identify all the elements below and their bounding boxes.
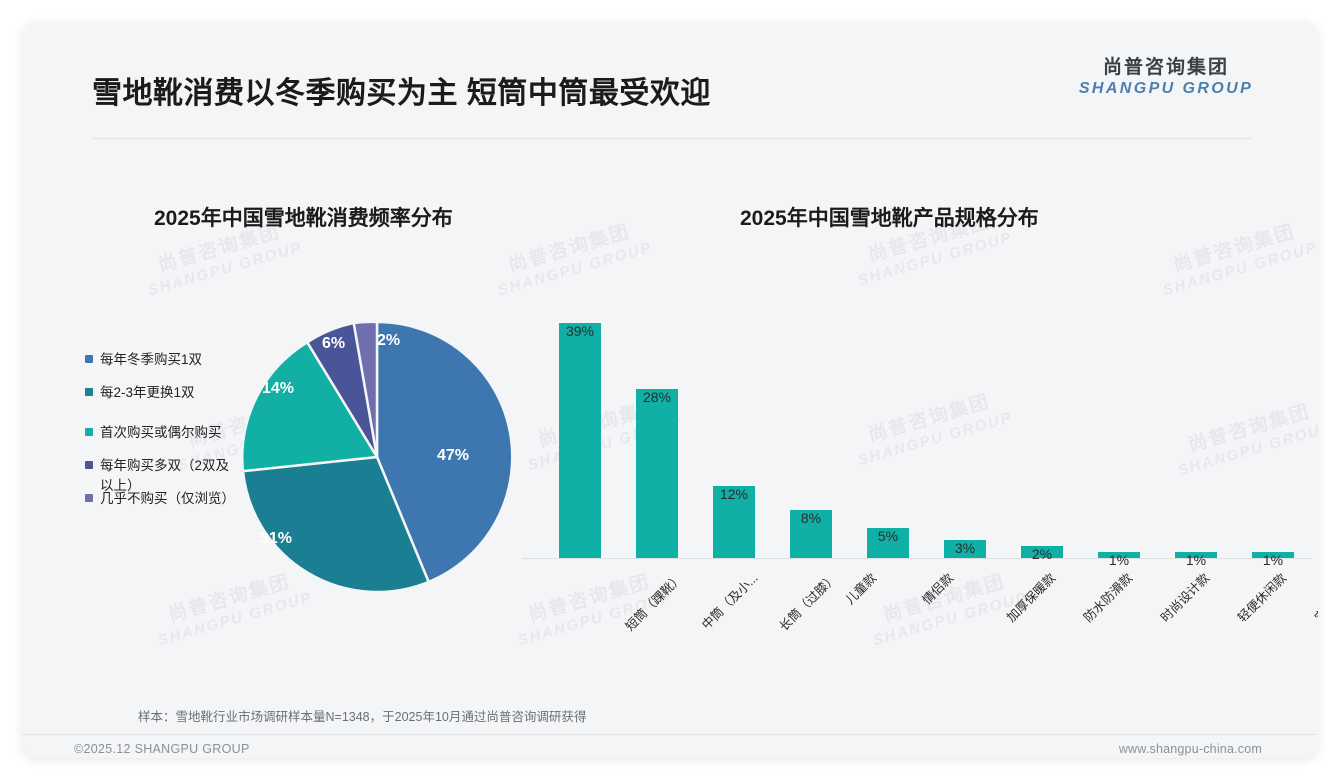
pie-value-label-5: 2%	[377, 332, 401, 349]
bar-column[interactable]: 39%	[542, 323, 618, 558]
legend-item-1[interactable]: 每年冬季购买1双	[85, 350, 240, 370]
bar-rect[interactable]	[1175, 552, 1217, 558]
bar-category-label: 情侣款	[919, 570, 957, 608]
legend-label: 首次购买或偶尔购买	[100, 425, 222, 440]
legend-item-4[interactable]: 每年购买多双（2双及以上）	[85, 456, 240, 495]
brand-logo-cn: 尚普咨询集团	[1102, 57, 1229, 78]
bar-value-label: 28%	[642, 389, 672, 405]
bar-value-label: 39%	[565, 323, 595, 339]
legend-item-5[interactable]: 几乎不购买（仅浏览）	[85, 489, 240, 509]
bar-chart-axis	[522, 558, 1312, 559]
bar-column[interactable]: 1%	[1235, 552, 1311, 568]
bar-column[interactable]: 1%	[1081, 552, 1157, 568]
pie-slice-5[interactable]	[352, 320, 379, 458]
bar-column[interactable]: 28%	[619, 389, 695, 558]
bar-category-label: 定制特殊款	[1312, 570, 1318, 625]
bar-category-label: 中筒（及小...	[699, 570, 761, 633]
pie-chart: 47% 31% 14% 6% 2% 每年冬季购买1双 每2-3年更换1双 首次购…	[77, 302, 527, 612]
bar-rect[interactable]	[1252, 552, 1294, 558]
bar-rect[interactable]	[867, 528, 909, 558]
pie-value-label-2: 31%	[260, 530, 293, 547]
legend-swatch-icon	[85, 355, 93, 363]
bar-category-label: 儿童款	[842, 570, 880, 608]
bar-column[interactable]: 3%	[927, 540, 1003, 558]
bar-category-label: 时尚设计款	[1158, 570, 1213, 625]
header-divider	[92, 138, 1252, 139]
bar-column[interactable]: 12%	[696, 486, 772, 558]
bar-rect[interactable]	[713, 486, 755, 558]
legend-label: 每年购买多双（2双及以上）	[100, 458, 230, 493]
pie-value-label-1: 47%	[437, 447, 470, 464]
pie-value-label-3: 14%	[262, 380, 295, 397]
legend-label: 几乎不购买（仅浏览）	[100, 491, 235, 506]
footer-website[interactable]: www.shangpu-china.com	[1118, 742, 1262, 756]
bar-value-label: 1%	[1108, 552, 1130, 568]
bar-category-label: 短筒（踝靴）	[622, 570, 686, 634]
pie-chart-title: 2025年中国雪地靴消费频率分布	[154, 207, 453, 230]
bar-category-label: 轻便休闲款	[1235, 570, 1290, 625]
bar-rect[interactable]	[636, 389, 678, 558]
brand-logo: 尚普咨询集团 SHANGPU GROUP	[1066, 58, 1266, 97]
pie-slice-2[interactable]	[241, 455, 431, 594]
bar-column[interactable]: 5%	[850, 528, 926, 558]
bar-value-label: 1%	[1262, 552, 1284, 568]
legend-item-3[interactable]: 首次购买或偶尔购买	[85, 423, 240, 443]
source-footnote: 样本：雪地靴行业市场调研样本量N=1348，于2025年10月通过尚普咨询调研获…	[138, 710, 587, 724]
pie-slice-1[interactable]	[375, 320, 514, 584]
pie-chart-svg	[241, 320, 514, 594]
legend-swatch-icon	[85, 428, 93, 436]
bar-rect[interactable]	[944, 540, 986, 558]
bar-rect[interactable]	[1098, 552, 1140, 558]
legend-swatch-icon	[85, 388, 93, 396]
bar-category-label: 加厚保暖款	[1004, 570, 1059, 625]
footer-divider	[22, 734, 1318, 735]
legend-swatch-icon	[85, 461, 93, 469]
slide-canvas: 雪地靴消费以冬季购买为主 短筒中筒最受欢迎 尚普咨询集团 SHANGPU GRO…	[22, 22, 1318, 758]
legend-label: 每2-3年更换1双	[100, 385, 195, 400]
pie-slice-3[interactable]	[241, 340, 380, 473]
bar-value-label: 3%	[954, 540, 976, 556]
brand-logo-en: SHANGPU GROUP	[1078, 80, 1254, 97]
bar-rect[interactable]	[1021, 546, 1063, 558]
bar-value-label: 5%	[877, 528, 899, 544]
bar-category-label: 防水防滑款	[1081, 570, 1136, 625]
legend-item-2[interactable]: 每2-3年更换1双	[85, 383, 240, 403]
bar-rect[interactable]	[559, 323, 601, 558]
bar-category-label: 长筒（过膝）	[776, 570, 840, 634]
bar-value-label: 2%	[1031, 546, 1053, 562]
bar-value-label: 1%	[1185, 552, 1207, 568]
slide-header: 雪地靴消费以冬季购买为主 短筒中筒最受欢迎 尚普咨询集团 SHANGPU GRO…	[22, 22, 1318, 118]
bar-chart-title: 2025年中国雪地靴产品规格分布	[740, 207, 1039, 230]
page-title: 雪地靴消费以冬季购买为主 短筒中筒最受欢迎	[92, 77, 711, 110]
bar-column[interactable]: 8%	[773, 510, 849, 558]
bar-value-label: 8%	[800, 510, 822, 526]
bar-column[interactable]: 2%	[1004, 546, 1080, 562]
legend-swatch-icon	[85, 494, 93, 502]
legend-label: 每年冬季购买1双	[100, 352, 203, 367]
bar-value-label: 12%	[719, 486, 749, 502]
bar-rect[interactable]	[790, 510, 832, 558]
bar-chart: 39% 28% 12% 8% 5% 3% 2% 1%	[522, 280, 1318, 640]
pie-value-label-4: 6%	[322, 335, 346, 352]
bar-column[interactable]: 1%	[1158, 552, 1234, 568]
footer-copyright: ©2025.12 SHANGPU GROUP	[74, 742, 250, 756]
